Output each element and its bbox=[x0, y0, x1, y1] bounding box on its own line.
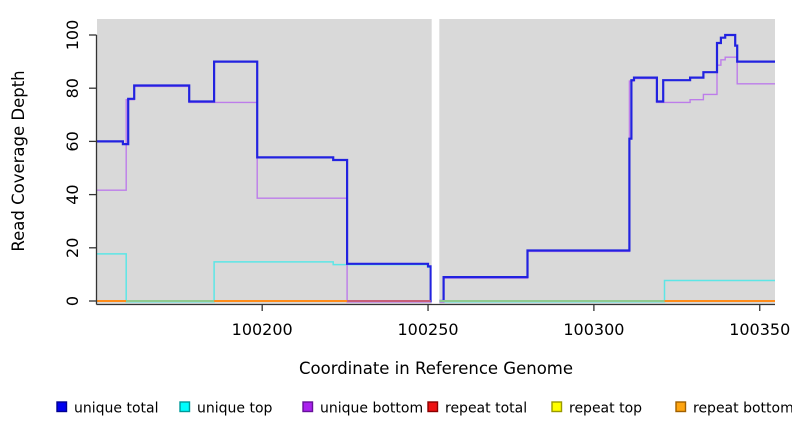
x-tick-label: 100350 bbox=[729, 320, 790, 339]
legend-swatch-unique-total bbox=[56, 401, 68, 413]
legend-label-repeat-total: repeat total bbox=[445, 401, 527, 417]
x-axis-label: Coordinate in Reference Genome bbox=[299, 359, 573, 378]
legend-swatch-unique-bottom bbox=[302, 401, 314, 413]
legend-swatch-repeat-total bbox=[427, 401, 439, 413]
y-axis-label: Read Coverage Depth bbox=[9, 70, 28, 251]
legend-label-repeat-top: repeat top bbox=[569, 401, 642, 417]
legend-label-unique-total: unique total bbox=[74, 401, 158, 417]
y-tick-label: 20 bbox=[63, 238, 82, 258]
x-tick-label: 100250 bbox=[398, 320, 459, 339]
y-tick-label: 40 bbox=[63, 184, 82, 204]
chart-dynamic-layer: 100200 100250 100300 100350 0 20 40 60 80 100 uniq… bbox=[56, 19, 792, 417]
legend-label-unique-bottom: unique bottom bbox=[320, 401, 423, 417]
y-tick-label: 100 bbox=[63, 20, 82, 51]
y-tick-label: 80 bbox=[63, 78, 82, 98]
legend-swatch-unique-top bbox=[179, 401, 191, 413]
legend-swatch-repeat-top bbox=[551, 401, 563, 413]
no-data-gap bbox=[431, 19, 440, 304]
y-tick-label: 60 bbox=[63, 131, 82, 151]
x-tick-label: 100300 bbox=[563, 320, 624, 339]
x-tick-label: 100200 bbox=[232, 320, 293, 339]
legend-swatch-repeat-bottom bbox=[675, 401, 687, 413]
series-line-unique-total bbox=[97, 33, 775, 303]
legend-label-repeat-bottom: repeat bottom bbox=[693, 401, 792, 417]
legend-label-unique-top: unique top bbox=[197, 401, 273, 417]
y-tick-label: 0 bbox=[63, 296, 82, 306]
